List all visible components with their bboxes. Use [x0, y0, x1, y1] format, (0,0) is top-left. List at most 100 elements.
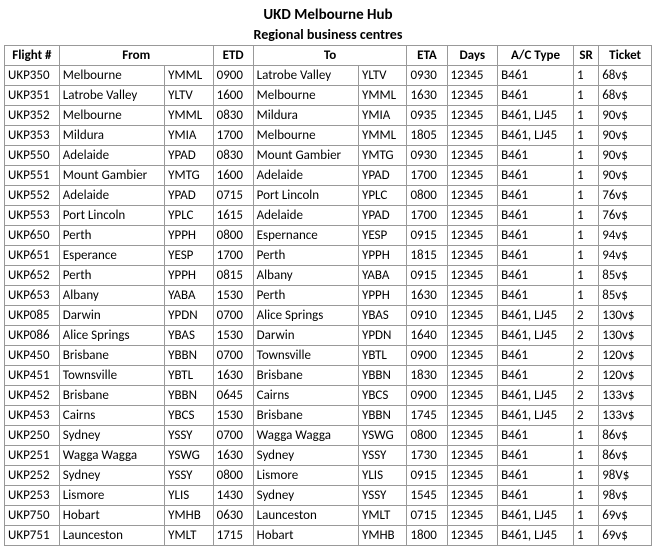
cell-days: 12345 [447, 286, 498, 306]
cell-sr: 1 [573, 206, 598, 226]
cell-from: Cairns [59, 406, 164, 426]
cell-from: Brisbane [59, 346, 164, 366]
cell-to: Latrobe Valley [253, 66, 358, 86]
cell-days: 12345 [447, 306, 498, 326]
cell-ticket: 90v$ [599, 126, 652, 146]
cell-flight: UKP353 [5, 126, 60, 146]
cell-sr: 2 [573, 386, 598, 406]
cell-etd: 1715 [213, 526, 253, 546]
cell-from: Sydney [59, 426, 164, 446]
cell-flight: UKP085 [5, 306, 60, 326]
cell-days: 12345 [447, 426, 498, 446]
cell-etd: 1700 [213, 126, 253, 146]
cell-fcode: YMHB [165, 506, 213, 526]
cell-ticket: 76v$ [599, 186, 652, 206]
cell-from: Melbourne [59, 66, 164, 86]
table-row: UKP086Alice SpringsYBAS1530DarwinYPDN164… [5, 326, 652, 346]
cell-ac: B461 [498, 426, 574, 446]
cell-ac: B461 [498, 86, 574, 106]
cell-tcode: YMIA [359, 106, 407, 126]
cell-ac: B461 [498, 246, 574, 266]
cell-to: Perth [253, 286, 358, 306]
cell-ac: B461, LJ45 [498, 306, 574, 326]
cell-flight: UKP251 [5, 446, 60, 466]
cell-ac: B461, LJ45 [498, 106, 574, 126]
cell-to: Perth [253, 246, 358, 266]
cell-flight: UKP750 [5, 506, 60, 526]
cell-to: Sydney [253, 486, 358, 506]
cell-days: 12345 [447, 446, 498, 466]
cell-ticket: 98V$ [599, 466, 652, 486]
cell-tcode: YBTL [359, 346, 407, 366]
col-days: Days [447, 46, 498, 66]
cell-fcode: YBTL [165, 366, 213, 386]
cell-days: 12345 [447, 126, 498, 146]
cell-etd: 0700 [213, 306, 253, 326]
table-row: UKP552AdelaideYPAD0715Port LincolnYPLC08… [5, 186, 652, 206]
cell-ticket: 69v$ [599, 526, 652, 546]
cell-tcode: YMLT [359, 506, 407, 526]
cell-eta: 1830 [407, 366, 447, 386]
cell-days: 12345 [447, 66, 498, 86]
table-row: UKP653AlbanyYABA1530PerthYPPH163012345B4… [5, 286, 652, 306]
cell-sr: 1 [573, 506, 598, 526]
cell-eta: 0800 [407, 186, 447, 206]
table-row: UKP750HobartYMHB0630LauncestonYMLT071512… [5, 506, 652, 526]
cell-ticket: 90v$ [599, 166, 652, 186]
col-from: From [59, 46, 213, 66]
cell-from: Darwin [59, 306, 164, 326]
cell-days: 12345 [447, 166, 498, 186]
cell-from: Esperance [59, 246, 164, 266]
cell-fcode: YPDN [165, 306, 213, 326]
cell-sr: 2 [573, 406, 598, 426]
schedule-table: Flight # From ETD To ETA Days A/C Type S… [4, 45, 652, 546]
cell-ac: B461, LJ45 [498, 126, 574, 146]
cell-ticket: 68v$ [599, 66, 652, 86]
cell-days: 12345 [447, 486, 498, 506]
table-row: UKP452BrisbaneYBBN0645CairnsYBCS09001234… [5, 386, 652, 406]
cell-sr: 1 [573, 66, 598, 86]
cell-ac: B461 [498, 206, 574, 226]
cell-to: Cairns [253, 386, 358, 406]
cell-sr: 1 [573, 126, 598, 146]
cell-etd: 1700 [213, 246, 253, 266]
page-title: UKD Melbourne Hub [4, 4, 652, 26]
cell-etd: 0800 [213, 226, 253, 246]
cell-flight: UKP351 [5, 86, 60, 106]
cell-to: Melbourne [253, 126, 358, 146]
cell-to: Launceston [253, 506, 358, 526]
cell-tcode: YPDN [359, 326, 407, 346]
cell-from: Perth [59, 266, 164, 286]
cell-ticket: 76v$ [599, 206, 652, 226]
col-eta: ETA [407, 46, 447, 66]
table-row: UKP550AdelaideYPAD0830Mount GambierYMTG0… [5, 146, 652, 166]
cell-to: Espernance [253, 226, 358, 246]
cell-days: 12345 [447, 266, 498, 286]
cell-tcode: YMHB [359, 526, 407, 546]
cell-sr: 2 [573, 346, 598, 366]
cell-tcode: YMML [359, 126, 407, 146]
col-flight: Flight # [5, 46, 60, 66]
table-row: UKP350MelbourneYMML0900Latrobe ValleyYLT… [5, 66, 652, 86]
cell-days: 12345 [447, 186, 498, 206]
cell-ac: B461 [498, 146, 574, 166]
table-row: UKP253LismoreYLIS1430SydneyYSSY154512345… [5, 486, 652, 506]
cell-flight: UKP452 [5, 386, 60, 406]
cell-fcode: YBCS [165, 406, 213, 426]
cell-to: Townsville [253, 346, 358, 366]
table-row: UKP453CairnsYBCS1530BrisbaneYBBN17451234… [5, 406, 652, 426]
cell-flight: UKP652 [5, 266, 60, 286]
cell-days: 12345 [447, 226, 498, 246]
cell-tcode: YBBN [359, 406, 407, 426]
cell-flight: UKP451 [5, 366, 60, 386]
cell-fcode: YPAD [165, 146, 213, 166]
cell-ticket: 90v$ [599, 146, 652, 166]
table-row: UKP352MelbourneYMML0830MilduraYMIA093512… [5, 106, 652, 126]
cell-etd: 0715 [213, 186, 253, 206]
cell-ac: B461 [498, 446, 574, 466]
cell-flight: UKP350 [5, 66, 60, 86]
cell-ac: B461 [498, 466, 574, 486]
cell-days: 12345 [447, 146, 498, 166]
cell-fcode: YBAS [165, 326, 213, 346]
cell-tcode: YPAD [359, 206, 407, 226]
